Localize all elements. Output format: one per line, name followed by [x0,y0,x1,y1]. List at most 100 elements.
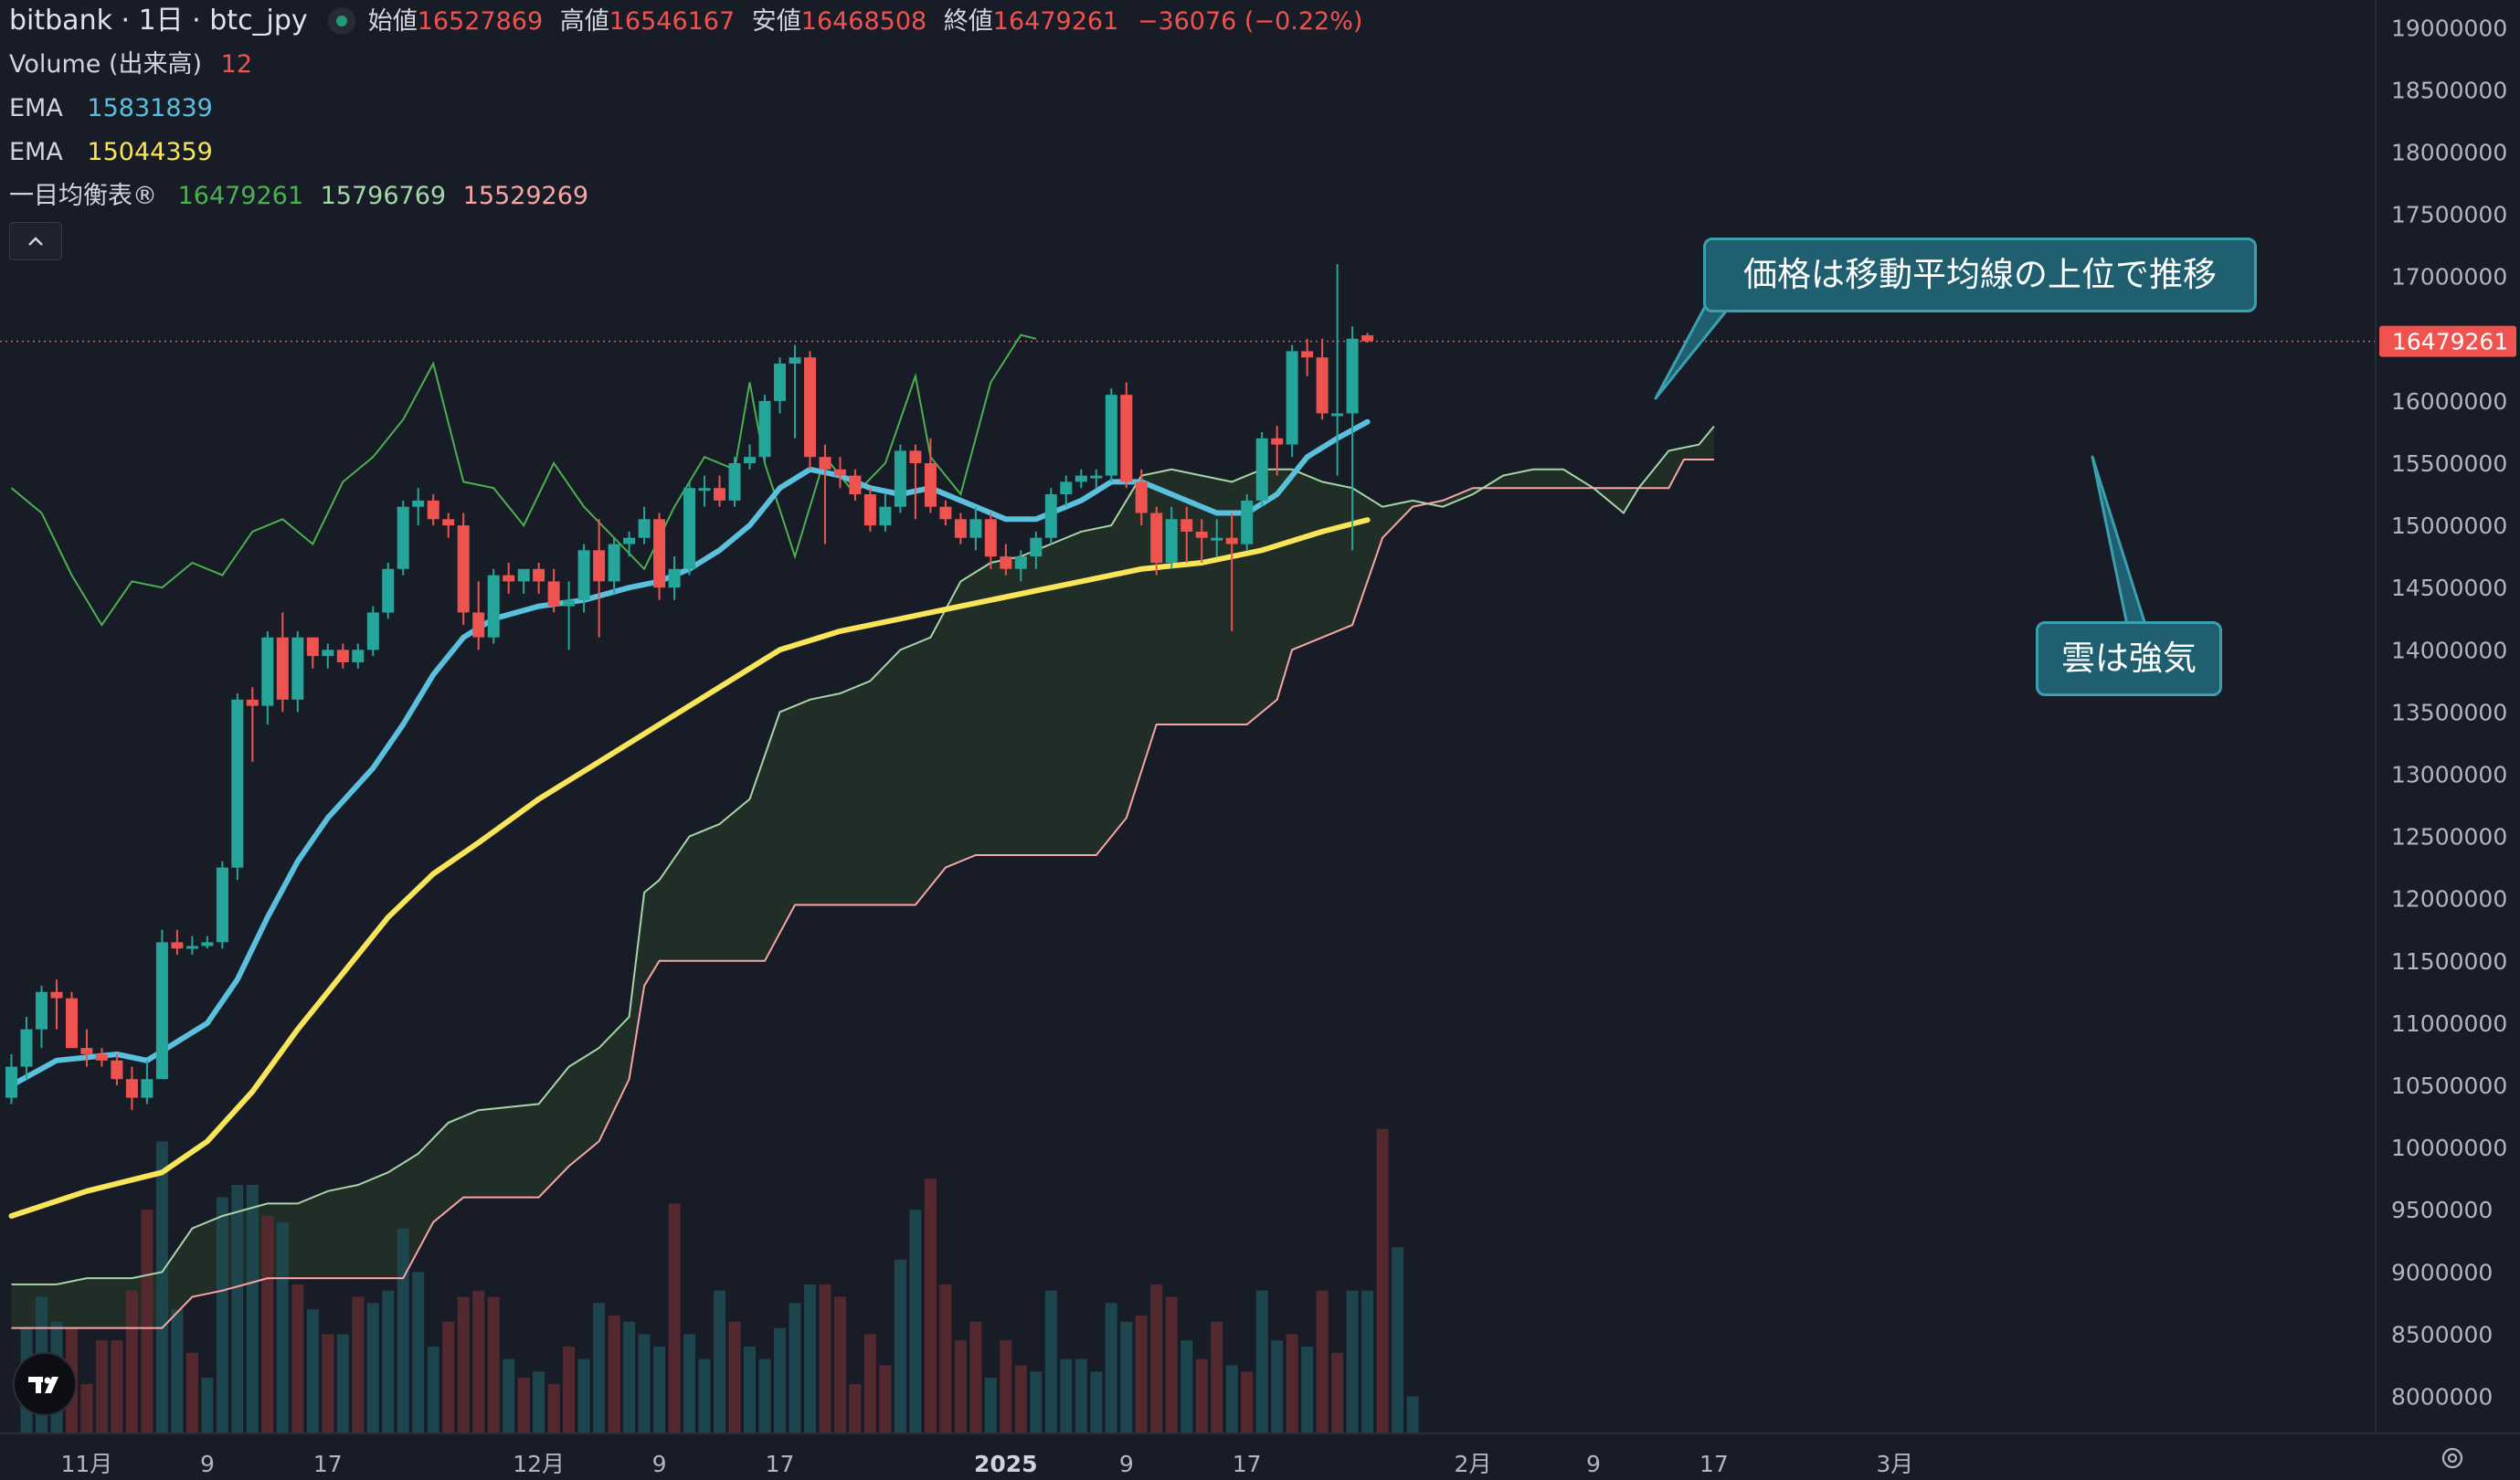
time-tick-label: 2月 [1455,1451,1492,1477]
candle-body [924,463,937,507]
volume-bar [728,1321,741,1432]
volume-bar [1225,1365,1238,1432]
ichimoku-value-span-a: 15796769 [320,182,447,210]
volume-bar [863,1334,876,1432]
time-tick-label: 17 [1233,1451,1262,1477]
volume-bar [1105,1303,1117,1432]
volume-bar [1135,1316,1148,1432]
volume-bar [819,1284,831,1432]
tradingview-logo[interactable] [13,1352,77,1416]
symbol-title[interactable]: bitbank · 1日 · btc_jpy [9,5,308,37]
legend-row-ema-fast[interactable]: EMA 15831839 [9,88,213,130]
candle-body [336,650,349,662]
price-tick-label: 9500000 [2391,1197,2493,1223]
candle-body [984,519,997,557]
candle-body [774,364,786,401]
candle-body [744,457,756,463]
volume-bars [20,1128,1419,1432]
candle-body [894,450,906,507]
volume-bar [442,1321,455,1432]
candle-body [1255,438,1268,501]
annotation-cloud-pointer [2091,455,2147,627]
volume-bar [1392,1247,1404,1432]
candle-body [1301,351,1314,358]
volume-value: 12 [220,50,253,79]
ohlc-open-label: 始値 [367,7,418,36]
volume-bar [306,1309,319,1432]
candle-body [714,488,725,501]
ema-fast-line [8,418,1371,1088]
candle-body [1044,494,1057,538]
candle-body [246,699,259,706]
candle-body [1165,519,1178,563]
time-tick-label: 17 [313,1451,343,1477]
ohlc-open-value: 16527869 [417,7,544,36]
volume-bar [924,1179,937,1432]
price-tick-label: 12000000 [2391,886,2507,913]
candle-body [1135,481,1148,513]
candle-body [849,475,862,494]
legend-row-ema-slow[interactable]: EMA 15044359 [9,132,213,174]
chikou-span-line [10,333,1037,627]
volume-bar [201,1378,214,1432]
volume-bar [125,1290,138,1432]
ichimoku-value-span-b: 15529269 [462,182,589,210]
volume-bar [1271,1340,1284,1432]
volume-bar [155,1141,168,1432]
candle-body [728,463,741,501]
price-tick-label: 14500000 [2391,575,2507,601]
candle-body [1105,395,1117,476]
candle-body [1014,556,1027,569]
volume-label: Volume (出来高) [9,50,203,79]
candle-body [608,544,620,582]
legend-row-volume[interactable]: Volume (出来高) 12 [9,44,252,86]
volume-bar [382,1290,395,1432]
price-tick-label: 17500000 [2391,202,2507,228]
price-tick-label: 12500000 [2391,824,2507,851]
ichimoku-cloud [11,426,1714,1328]
candle-body [819,457,831,470]
legend-row-ichimoku[interactable]: 一目均衡表® 16479261 15796769 15529269 [9,175,588,217]
volume-bar [472,1290,485,1432]
volume-bar [1060,1358,1073,1432]
collapse-legend-button[interactable] [9,222,62,260]
volume-bar [954,1340,967,1432]
volume-bar [231,1185,244,1432]
candle-body [306,637,319,657]
candle-body [125,1079,138,1098]
volume-bar [849,1383,862,1432]
candle-body [954,519,967,538]
candle-body [427,500,439,520]
candle-body [1225,537,1238,544]
volume-bar [1301,1347,1314,1432]
volume-bar [336,1334,349,1432]
candle-body [593,550,606,582]
settings-icon[interactable] [2440,1445,2465,1471]
volume-bar [1346,1290,1359,1432]
annotation-pointers [1654,301,2147,627]
time-axis-background [0,1434,2376,1480]
volume-bar [1014,1365,1027,1432]
volume-bar [683,1334,695,1432]
ema-fast-value: 15831839 [87,94,213,122]
volume-bar [939,1284,952,1432]
candle-body [1316,357,1329,414]
candle-body [216,867,228,943]
volume-bar [246,1185,259,1432]
candle-body [1150,513,1163,563]
annotation-cloud[interactable]: 雲は強気 [2036,621,2222,696]
candle-body [487,575,500,638]
ema-slow-label: EMA [9,138,63,166]
volume-bar [774,1327,786,1432]
candle-body [1090,475,1103,479]
time-axis: 11月 9 17 12月 9 17 2025 9 17 2月 9 17 3月 [0,1432,2520,1480]
market-status-icon[interactable] [327,6,355,35]
candle-body [397,506,409,569]
legend-row-symbol: bitbank · 1日 · btc_jpy 始値16527869 高値16546… [9,0,1362,42]
annotation-above-ma[interactable]: 価格は移動平均線の上位で推移 [1703,238,2257,312]
candle-body [863,494,876,526]
volume-bar [80,1383,93,1432]
last-price-tag-bg [2379,325,2516,357]
volume-bar [668,1203,681,1432]
